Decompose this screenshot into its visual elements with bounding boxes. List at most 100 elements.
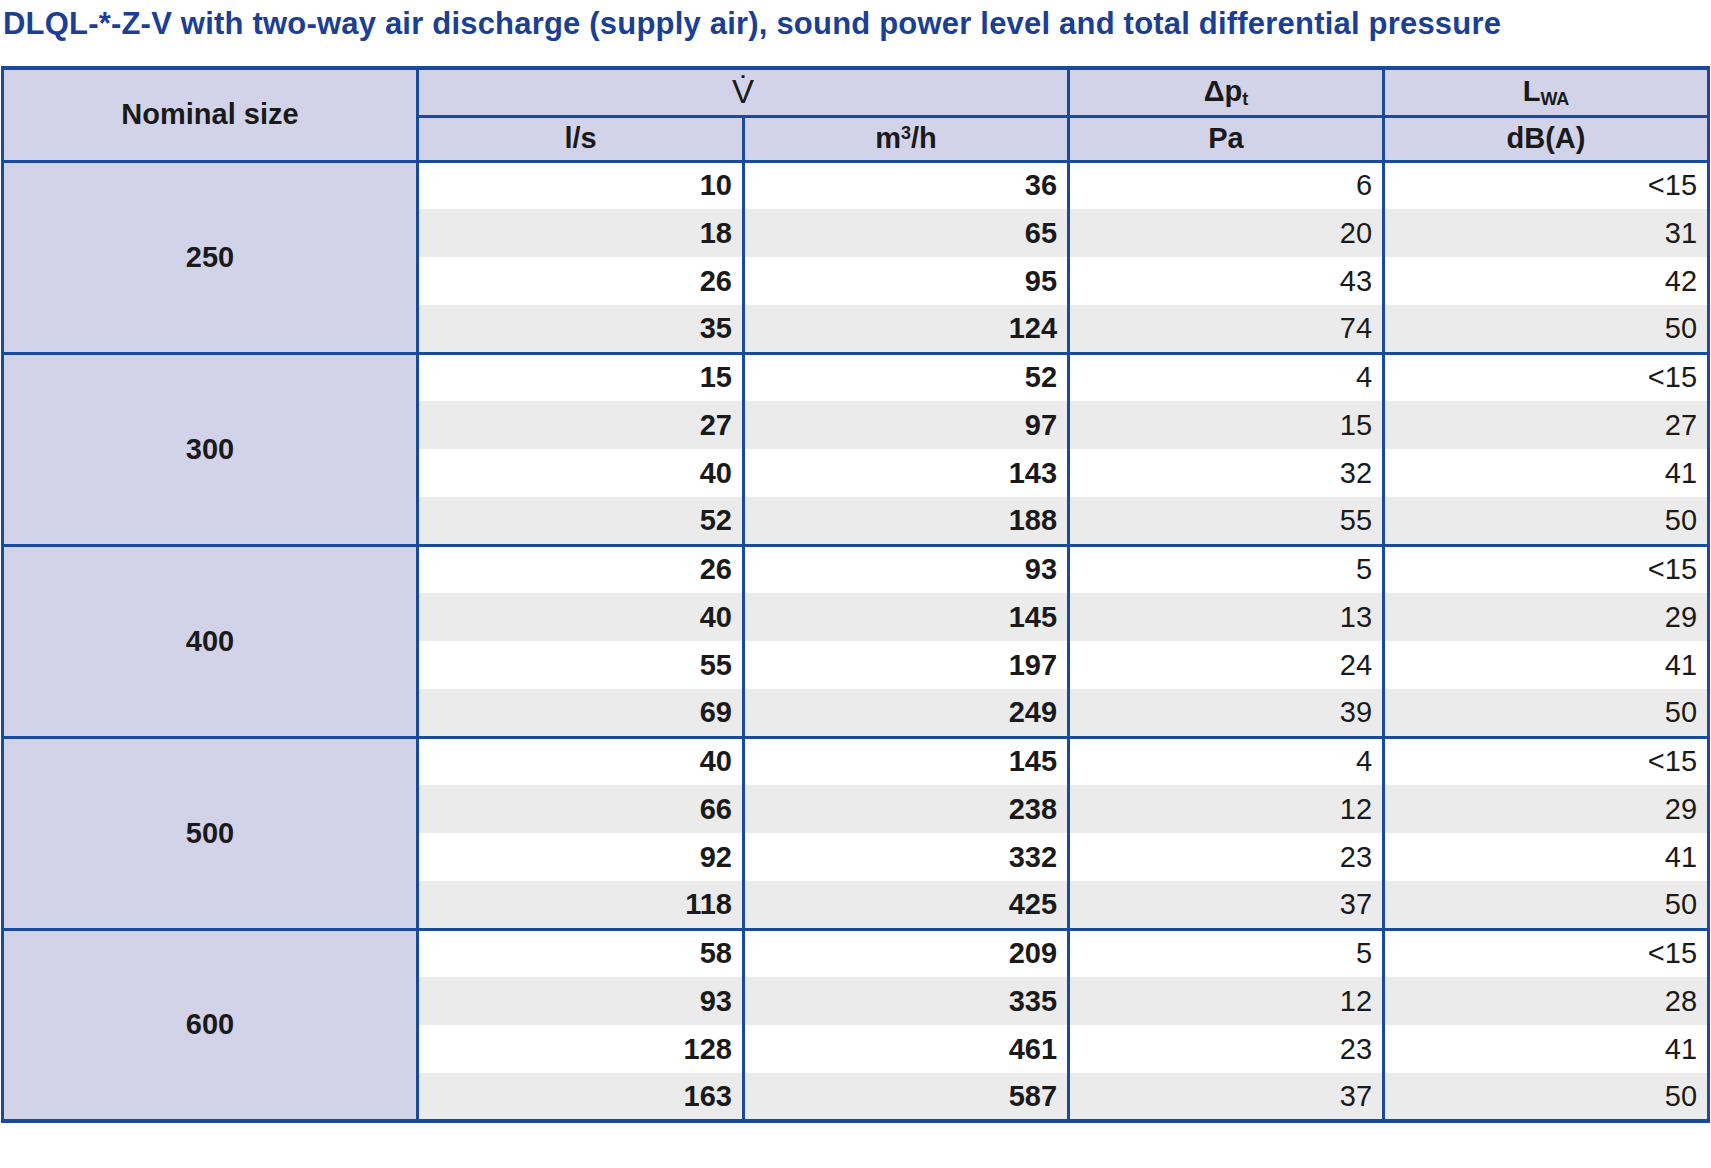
flow-m3h-cell: 52 bbox=[744, 353, 1069, 401]
flow-ls-cell: 52 bbox=[418, 497, 744, 545]
table-row: 40026935<15 bbox=[3, 545, 1709, 593]
lwa-dba-cell: 29 bbox=[1384, 785, 1709, 833]
flow-m3h-cell: 197 bbox=[744, 641, 1069, 689]
flow-ls-cell: 35 bbox=[418, 305, 744, 353]
lwa-dba-cell: <15 bbox=[1384, 929, 1709, 977]
flow-m3h-cell: 36 bbox=[744, 161, 1069, 209]
m3h-base: m bbox=[875, 122, 901, 154]
dp-pa-cell: 37 bbox=[1069, 881, 1384, 929]
dp-pa-cell: 5 bbox=[1069, 545, 1384, 593]
nominal-size-cell: 300 bbox=[3, 353, 418, 545]
lwa-dba-cell: <15 bbox=[1384, 545, 1709, 593]
lwa-dba-cell: 50 bbox=[1384, 305, 1709, 353]
dp-pa-cell: 12 bbox=[1069, 977, 1384, 1025]
lwa-dba-cell: 31 bbox=[1384, 209, 1709, 257]
flow-m3h-cell: 65 bbox=[744, 209, 1069, 257]
dp-subscript: t bbox=[1242, 89, 1248, 109]
unit-pa-header: Pa bbox=[1069, 116, 1384, 161]
flow-ls-cell: 128 bbox=[418, 1025, 744, 1073]
lwa-dba-cell: 50 bbox=[1384, 881, 1709, 929]
flow-m3h-cell: 124 bbox=[744, 305, 1069, 353]
flow-m3h-cell: 143 bbox=[744, 449, 1069, 497]
flow-ls-cell: 58 bbox=[418, 929, 744, 977]
page-title: DLQL-*-Z-V with two-way air discharge (s… bbox=[0, 0, 1600, 43]
flow-ls-cell: 69 bbox=[418, 689, 744, 737]
lwa-dba-cell: 28 bbox=[1384, 977, 1709, 1025]
dp-pa-cell: 37 bbox=[1069, 1073, 1384, 1121]
flow-ls-cell: 40 bbox=[418, 449, 744, 497]
flow-ls-cell: 15 bbox=[418, 353, 744, 401]
flow-ls-cell: 26 bbox=[418, 545, 744, 593]
dp-pa-cell: 20 bbox=[1069, 209, 1384, 257]
table-row: 30015524<15 bbox=[3, 353, 1709, 401]
lwa-dba-cell: 50 bbox=[1384, 1073, 1709, 1121]
flow-m3h-cell: 461 bbox=[744, 1025, 1069, 1073]
nominal-size-cell: 400 bbox=[3, 545, 418, 737]
lwa-dba-cell: 41 bbox=[1384, 641, 1709, 689]
flow-ls-cell: 163 bbox=[418, 1073, 744, 1121]
dp-pa-cell: 55 bbox=[1069, 497, 1384, 545]
lwa-dba-cell: 41 bbox=[1384, 449, 1709, 497]
lwa-subscript: WA bbox=[1540, 89, 1569, 109]
unit-dba-header: dB(A) bbox=[1384, 116, 1709, 161]
flow-m3h-cell: 238 bbox=[744, 785, 1069, 833]
lwa-dba-cell: 50 bbox=[1384, 497, 1709, 545]
dp-pa-cell: 15 bbox=[1069, 401, 1384, 449]
flow-ls-cell: 40 bbox=[418, 737, 744, 785]
dp-pa-cell: 6 bbox=[1069, 161, 1384, 209]
flow-m3h-cell: 145 bbox=[744, 737, 1069, 785]
flow-m3h-cell: 95 bbox=[744, 257, 1069, 305]
m3h-superscript: 3 bbox=[901, 123, 911, 143]
m3h-rest: /h bbox=[911, 122, 937, 154]
flow-m3h-cell: 335 bbox=[744, 977, 1069, 1025]
flow-ls-cell: 118 bbox=[418, 881, 744, 929]
dp-pa-cell: 43 bbox=[1069, 257, 1384, 305]
flow-m3h-cell: 188 bbox=[744, 497, 1069, 545]
flow-ls-cell: 10 bbox=[418, 161, 744, 209]
flow-ls-cell: 27 bbox=[418, 401, 744, 449]
nominal-size-cell: 250 bbox=[3, 161, 418, 353]
lwa-dba-cell: 42 bbox=[1384, 257, 1709, 305]
lwa-dba-cell: 41 bbox=[1384, 1025, 1709, 1073]
volume-flow-header: V̇ bbox=[418, 68, 1069, 116]
flow-ls-cell: 66 bbox=[418, 785, 744, 833]
dp-pa-cell: 12 bbox=[1069, 785, 1384, 833]
nominal-size-header: Nominal size bbox=[3, 68, 418, 161]
dp-pa-cell: 39 bbox=[1069, 689, 1384, 737]
lwa-dba-cell: <15 bbox=[1384, 737, 1709, 785]
flow-ls-cell: 93 bbox=[418, 977, 744, 1025]
table-row: 25010366<15 bbox=[3, 161, 1709, 209]
dp-pa-cell: 13 bbox=[1069, 593, 1384, 641]
unit-ls-header: l/s bbox=[418, 116, 744, 161]
table-body: 25010366<1518652031269543423512474503001… bbox=[3, 161, 1709, 1121]
nominal-size-cell: 500 bbox=[3, 737, 418, 929]
dp-pa-cell: 74 bbox=[1069, 305, 1384, 353]
airflow-data-table: Nominal size V̇ Δpt LWA l/s m3/h Pa dB(A… bbox=[1, 66, 1710, 1123]
sound-power-header: LWA bbox=[1384, 68, 1709, 116]
flow-m3h-cell: 209 bbox=[744, 929, 1069, 977]
dp-pa-cell: 4 bbox=[1069, 353, 1384, 401]
dp-pa-cell: 5 bbox=[1069, 929, 1384, 977]
header-row-symbols: Nominal size V̇ Δpt LWA bbox=[3, 68, 1709, 116]
dp-pa-cell: 32 bbox=[1069, 449, 1384, 497]
table-row: 600582095<15 bbox=[3, 929, 1709, 977]
dp-symbol: Δp bbox=[1204, 75, 1243, 107]
dp-pa-cell: 4 bbox=[1069, 737, 1384, 785]
flow-ls-cell: 26 bbox=[418, 257, 744, 305]
flow-m3h-cell: 587 bbox=[744, 1073, 1069, 1121]
flow-m3h-cell: 425 bbox=[744, 881, 1069, 929]
flow-m3h-cell: 332 bbox=[744, 833, 1069, 881]
table-header: Nominal size V̇ Δpt LWA l/s m3/h Pa dB(A… bbox=[3, 68, 1709, 161]
differential-pressure-header: Δpt bbox=[1069, 68, 1384, 116]
unit-m3h-header: m3/h bbox=[744, 116, 1069, 161]
lwa-symbol: L bbox=[1523, 75, 1541, 107]
flow-ls-cell: 92 bbox=[418, 833, 744, 881]
nominal-size-cell: 600 bbox=[3, 929, 418, 1121]
lwa-dba-cell: 27 bbox=[1384, 401, 1709, 449]
lwa-dba-cell: 29 bbox=[1384, 593, 1709, 641]
flow-m3h-cell: 145 bbox=[744, 593, 1069, 641]
lwa-dba-cell: <15 bbox=[1384, 161, 1709, 209]
flow-ls-cell: 40 bbox=[418, 593, 744, 641]
lwa-dba-cell: <15 bbox=[1384, 353, 1709, 401]
lwa-dba-cell: 50 bbox=[1384, 689, 1709, 737]
